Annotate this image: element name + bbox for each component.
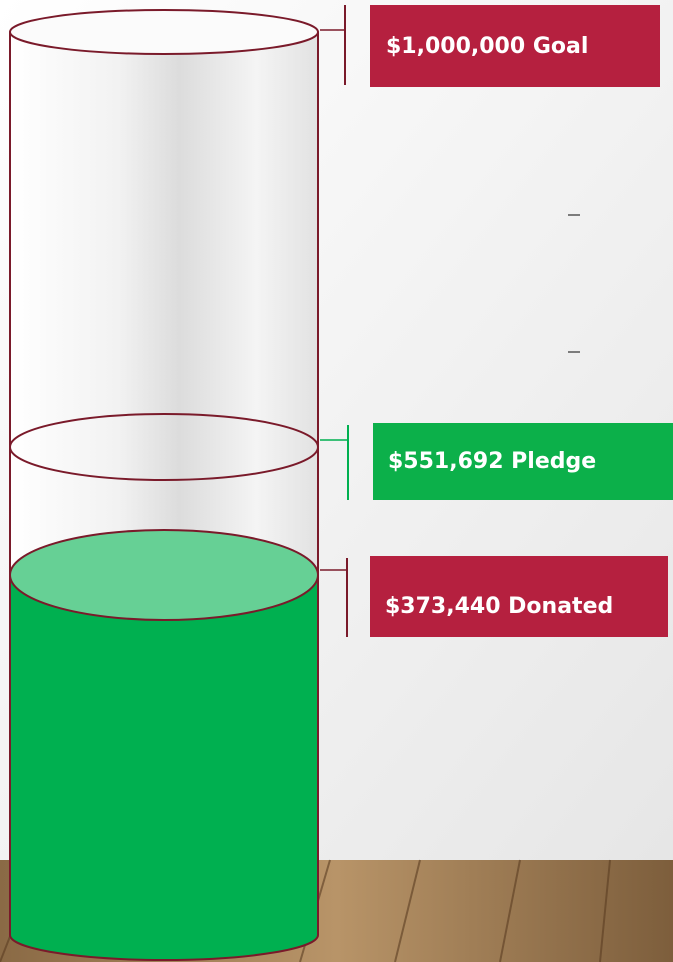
goal-label: $1,000,000 Goal bbox=[386, 34, 588, 59]
donated-label: $373,440 Donated bbox=[385, 594, 613, 619]
donated-marker: $373,440 Donated bbox=[320, 556, 668, 637]
fundraising-graphic: $1,000,000 Goal $551,692 Pledge $373,440… bbox=[0, 0, 673, 962]
pledge-label: $551,692 Pledge bbox=[388, 449, 596, 474]
goal-marker: $1,000,000 Goal bbox=[320, 5, 660, 87]
donated-fill bbox=[10, 575, 318, 960]
cylinder-top bbox=[10, 10, 318, 54]
fill-top bbox=[10, 530, 318, 620]
